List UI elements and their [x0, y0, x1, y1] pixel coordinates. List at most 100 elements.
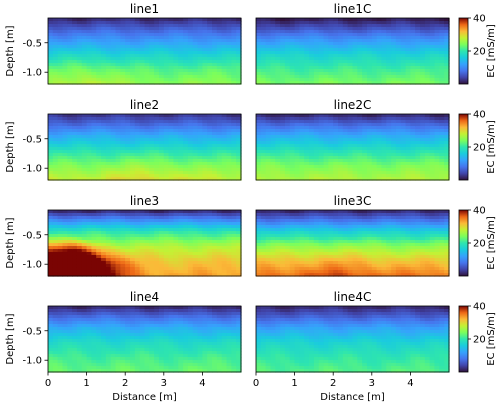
heatmap-cell	[424, 165, 431, 169]
heatmap-cell	[342, 246, 349, 250]
heatmap-cell	[338, 33, 344, 37]
heatmap-cell	[265, 246, 272, 250]
heatmap-cell	[289, 27, 296, 31]
heatmap-cell	[444, 153, 450, 157]
heatmap-cell	[318, 162, 325, 166]
heatmap-cell	[366, 213, 373, 217]
heatmap-cell	[202, 18, 208, 22]
heatmap-cell	[105, 162, 112, 166]
heatmap-cell	[216, 258, 223, 262]
heatmap-cell	[284, 132, 291, 136]
heatmap-cell	[289, 114, 296, 118]
heatmap-cell	[207, 249, 213, 253]
heatmap-cell	[81, 72, 88, 76]
heatmap-cell	[323, 24, 329, 28]
heatmap-cell	[347, 21, 354, 25]
heatmap-cell	[178, 252, 184, 256]
heatmap-cell	[333, 222, 339, 226]
heatmap-cell	[149, 219, 155, 223]
heatmap-cell	[294, 54, 301, 58]
heatmap-cell	[395, 144, 402, 148]
heatmap-cell	[289, 267, 296, 271]
heatmap-cell	[110, 264, 117, 268]
heatmap-cell	[101, 33, 107, 37]
heatmap-cell	[400, 168, 407, 172]
heatmap-cell	[101, 147, 107, 151]
heatmap-cell	[371, 57, 378, 61]
heatmap-cell	[76, 249, 83, 253]
heatmap-cell	[187, 48, 194, 52]
heatmap-cell	[154, 48, 160, 52]
heatmap-cell	[134, 39, 141, 43]
heatmap-cell	[72, 57, 78, 61]
heatmap-cell	[420, 171, 426, 175]
heatmap-cell	[212, 66, 218, 70]
heatmap-cell	[192, 225, 199, 229]
heatmap-cell	[158, 144, 165, 148]
heatmap-cell	[391, 60, 397, 64]
heatmap-cell	[57, 24, 64, 28]
heatmap-cell	[318, 18, 325, 22]
heatmap-cell	[120, 222, 126, 226]
heatmap-cell	[304, 177, 310, 181]
heatmap-cell	[144, 231, 150, 235]
heatmap-cell	[265, 54, 272, 58]
heatmap-cell	[168, 120, 175, 124]
heatmap-cell	[434, 69, 440, 73]
heatmap-cell	[265, 63, 272, 67]
heatmap-cell	[96, 36, 102, 40]
heatmap-cell	[328, 18, 334, 22]
heatmap-cell	[149, 216, 155, 220]
heatmap-cell	[294, 126, 301, 130]
heatmap-cell	[48, 174, 54, 178]
heatmap-cell	[231, 42, 237, 46]
heatmap-cell	[110, 60, 117, 64]
heatmap-cell	[395, 156, 402, 160]
heatmap-cell	[158, 135, 165, 139]
heatmap-cell	[154, 162, 160, 166]
heatmap-cell	[130, 267, 136, 271]
heatmap-cell	[110, 117, 117, 121]
heatmap-cell	[221, 126, 228, 130]
heatmap-cell	[76, 129, 83, 133]
heatmap-cell	[115, 168, 121, 172]
heatmap-cell	[134, 258, 141, 262]
heatmap-cell	[260, 114, 267, 118]
heatmap-cell	[173, 210, 179, 214]
heatmap-cell	[304, 51, 310, 55]
heatmap-cell	[347, 156, 354, 160]
heatmap-cell	[57, 39, 64, 43]
heatmap-cell	[125, 216, 131, 220]
heatmap-cell	[154, 129, 160, 133]
heatmap-cell	[173, 78, 179, 82]
heatmap-cell	[289, 258, 296, 262]
heatmap-cell	[105, 39, 112, 43]
heatmap-cell	[342, 72, 349, 76]
heatmap-cell	[101, 234, 107, 238]
heatmap-cell	[376, 126, 383, 130]
heatmap-cell	[376, 243, 383, 247]
heatmap-cell	[81, 246, 88, 250]
heatmap-cell	[168, 219, 175, 223]
heatmap-cell	[265, 270, 272, 274]
heatmap-cell	[154, 210, 160, 214]
heatmap-cell	[231, 264, 237, 268]
heatmap-cell	[424, 132, 431, 136]
heatmap-cell	[110, 51, 117, 55]
heatmap-cell	[125, 255, 131, 259]
heatmap-cell	[424, 48, 431, 52]
heatmap-cell	[420, 48, 426, 52]
heatmap-cell	[96, 60, 102, 64]
heatmap-cell	[270, 177, 276, 181]
heatmap-cell	[216, 174, 223, 178]
heatmap-cell	[72, 177, 78, 181]
heatmap-cell	[197, 66, 203, 70]
heatmap-cell	[376, 135, 383, 139]
heatmap-cell	[280, 75, 286, 79]
heatmap-cell	[328, 219, 334, 223]
heatmap-cell	[429, 51, 436, 55]
heatmap-cell	[101, 72, 107, 76]
heatmap-cell	[391, 117, 397, 121]
heatmap-cell	[275, 39, 281, 43]
heatmap-cell	[410, 45, 416, 49]
